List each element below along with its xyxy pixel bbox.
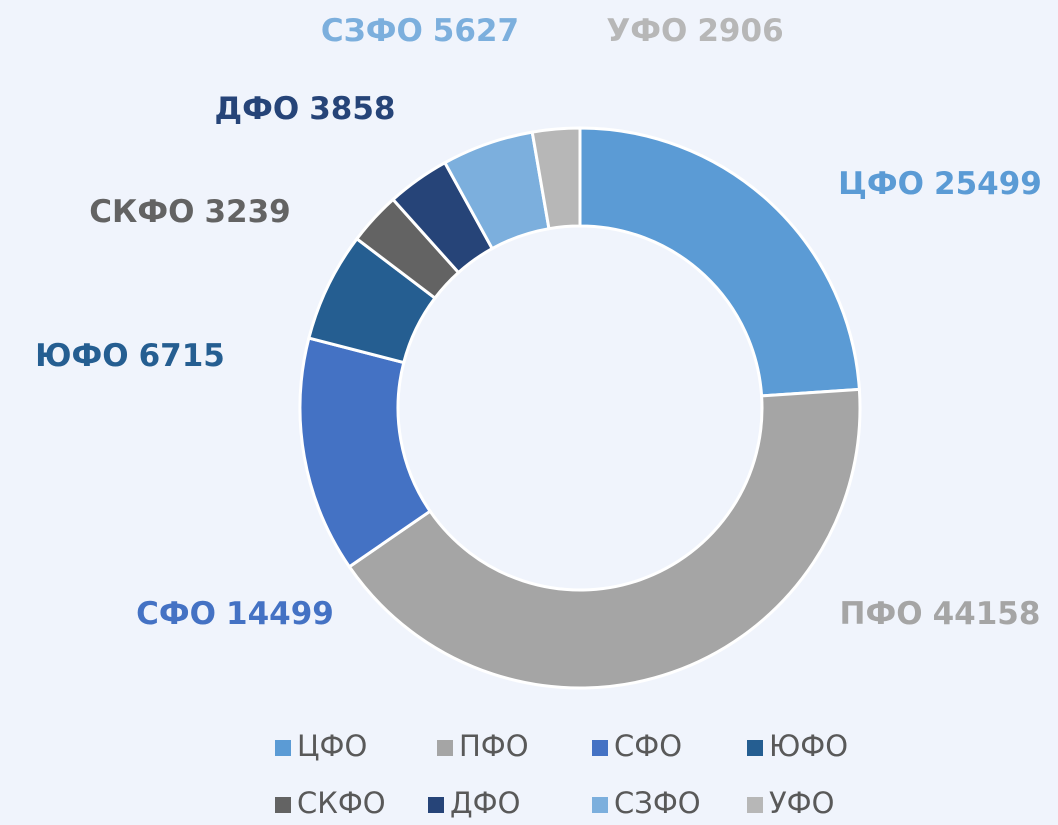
legend-label: ЦФО [297, 729, 367, 763]
legend-swatch [592, 797, 608, 813]
legend-label: ДФО [450, 786, 520, 820]
data-label: ПФО 44158 [840, 596, 1041, 632]
legend-swatch [275, 740, 291, 756]
legend-label: ПФО [459, 729, 529, 763]
legend-label: СКФО [297, 786, 386, 820]
data-label: СФО 14499 [136, 596, 334, 632]
data-label-value: 6715 [139, 338, 225, 374]
data-label: СКФО 3239 [89, 194, 290, 230]
data-label-value: 14499 [226, 596, 334, 632]
data-label-category: СЗФО [321, 13, 423, 49]
data-label: УФО 2906 [606, 13, 783, 49]
legend-label: СЗФО [614, 786, 701, 820]
data-label-value: 2906 [697, 13, 783, 49]
data-label-category: СКФО [89, 194, 194, 230]
slice [578, 126, 861, 398]
data-label-category: ЦФО [838, 166, 924, 202]
legend-swatch [747, 740, 763, 756]
legend-swatch [437, 740, 453, 756]
data-label-category: ЮФО [35, 338, 128, 374]
slice [530, 126, 582, 231]
legend-swatch [428, 797, 444, 813]
legend-label: УФО [769, 786, 834, 820]
data-label-category: УФО [606, 13, 687, 49]
data-label-category: ДФО [215, 91, 300, 127]
legend-label: СФО [614, 729, 682, 763]
data-label-value: 5627 [433, 13, 519, 49]
data-label: ДФО 3858 [215, 91, 396, 127]
legend-swatch [275, 797, 291, 813]
data-label-value: 3239 [204, 194, 290, 230]
data-label-category: ПФО [840, 596, 923, 632]
legend-label: ЮФО [769, 729, 848, 763]
data-label-value: 44158 [933, 596, 1041, 632]
legend-swatch [592, 740, 608, 756]
legend-swatch [747, 797, 763, 813]
slice [347, 387, 862, 690]
data-label-value: 25499 [934, 166, 1042, 202]
data-label-value: 3858 [309, 91, 395, 127]
data-label-category: СФО [136, 596, 216, 632]
data-label: ЦФО 25499 [838, 166, 1042, 202]
data-label: СЗФО 5627 [321, 13, 519, 49]
data-label: ЮФО 6715 [35, 338, 225, 374]
